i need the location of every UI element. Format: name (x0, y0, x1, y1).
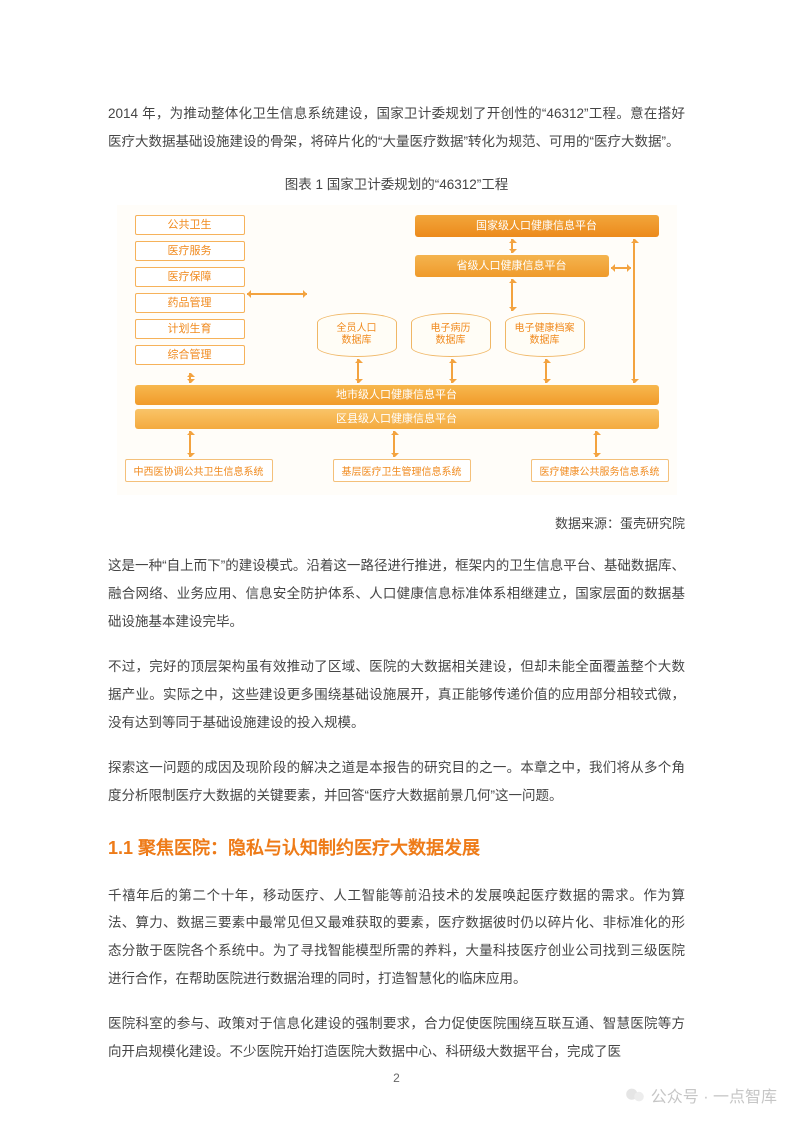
left-box: 医疗保障 (135, 267, 245, 287)
watermark: 公众号 · 一点智库 (625, 1083, 777, 1107)
database-item: 电子健康档案 数据库 (505, 313, 585, 357)
db-line1: 电子病历 (431, 323, 471, 336)
left-box: 计划生育 (135, 319, 245, 339)
left-box: 公共卫生 (135, 215, 245, 235)
database-item: 全员人口 数据库 (317, 313, 397, 357)
arrow-icon (189, 373, 191, 383)
document-page: 2014 年，为推动整体化卫生信息系统建设，国家卫计委规划了开创性的“46312… (0, 0, 793, 1106)
system-box: 基层医疗卫生管理信息系统 (333, 459, 471, 482)
wechat-icon (625, 1087, 645, 1103)
figure-diagram: 公共卫生 医疗服务 医疗保障 药品管理 计划生育 综合管理 国家级人口健康信息平… (117, 205, 677, 495)
db-line2: 数据库 (530, 335, 560, 348)
platform-city: 地市级人口健康信息平台 (135, 385, 659, 405)
arrow-icon (511, 279, 513, 311)
platform-national: 国家级人口健康信息平台 (415, 215, 659, 237)
arrow-icon (595, 431, 597, 457)
paragraph-intro: 2014 年，为推动整体化卫生信息系统建设，国家卫计委规划了开创性的“46312… (108, 100, 685, 155)
watermark-text: 公众号 · 一点智库 (651, 1083, 777, 1107)
left-box: 药品管理 (135, 293, 245, 313)
paragraph: 千禧年后的第二个十年，移动医疗、人工智能等前沿技术的发展唤起医疗数据的需求。作为… (108, 882, 685, 993)
arrow-icon (633, 239, 635, 383)
arrow-icon (545, 359, 547, 383)
paragraph: 医院科室的参与、政策对于信息化建设的强制要求，合力促使医院围绕互联互通、智慧医院… (108, 1010, 685, 1065)
figure-title: 图表 1 国家卫计委规划的“46312”工程 (108, 173, 685, 193)
figure-source: 数据来源：蛋壳研究院 (108, 513, 685, 532)
database-item: 电子病历 数据库 (411, 313, 491, 357)
system-box: 医疗健康公共服务信息系统 (531, 459, 669, 482)
system-box: 中西医协调公共卫生信息系统 (125, 459, 273, 482)
section-heading: 1.1 聚焦医院：隐私与认知制约医疗大数据发展 (108, 834, 685, 860)
arrow-icon (611, 267, 631, 269)
paragraph: 这是一种“自上而下”的建设模式。沿着这一路径进行推进，框架内的卫生信息平台、基础… (108, 552, 685, 635)
db-line2: 数据库 (342, 335, 372, 348)
platform-province: 省级人口健康信息平台 (415, 255, 609, 277)
paragraph: 探索这一问题的成因及现阶段的解决之道是本报告的研究目的之一。本章之中，我们将从多… (108, 754, 685, 809)
arrow-icon (189, 431, 191, 457)
arrow-icon (511, 239, 513, 253)
paragraph: 不过，完好的顶层架构虽有效推动了区域、医院的大数据相关建设，但却未能全面覆盖整个… (108, 653, 685, 736)
database-row: 全员人口 数据库 电子病历 数据库 电子健康档案 数据库 (317, 313, 585, 357)
arrow-icon (247, 293, 307, 295)
arrow-icon (451, 359, 453, 383)
left-box: 医疗服务 (135, 241, 245, 261)
db-line1: 全员人口 (337, 323, 377, 336)
platform-county: 区县级人口健康信息平台 (135, 409, 659, 429)
db-line2: 数据库 (436, 335, 466, 348)
diagram-left-column: 公共卫生 医疗服务 医疗保障 药品管理 计划生育 综合管理 (135, 215, 245, 371)
arrow-icon (357, 359, 359, 383)
arrow-icon (393, 431, 395, 457)
left-box: 综合管理 (135, 345, 245, 365)
db-line1: 电子健康档案 (515, 323, 575, 336)
system-row: 中西医协调公共卫生信息系统 基层医疗卫生管理信息系统 医疗健康公共服务信息系统 (125, 459, 669, 482)
